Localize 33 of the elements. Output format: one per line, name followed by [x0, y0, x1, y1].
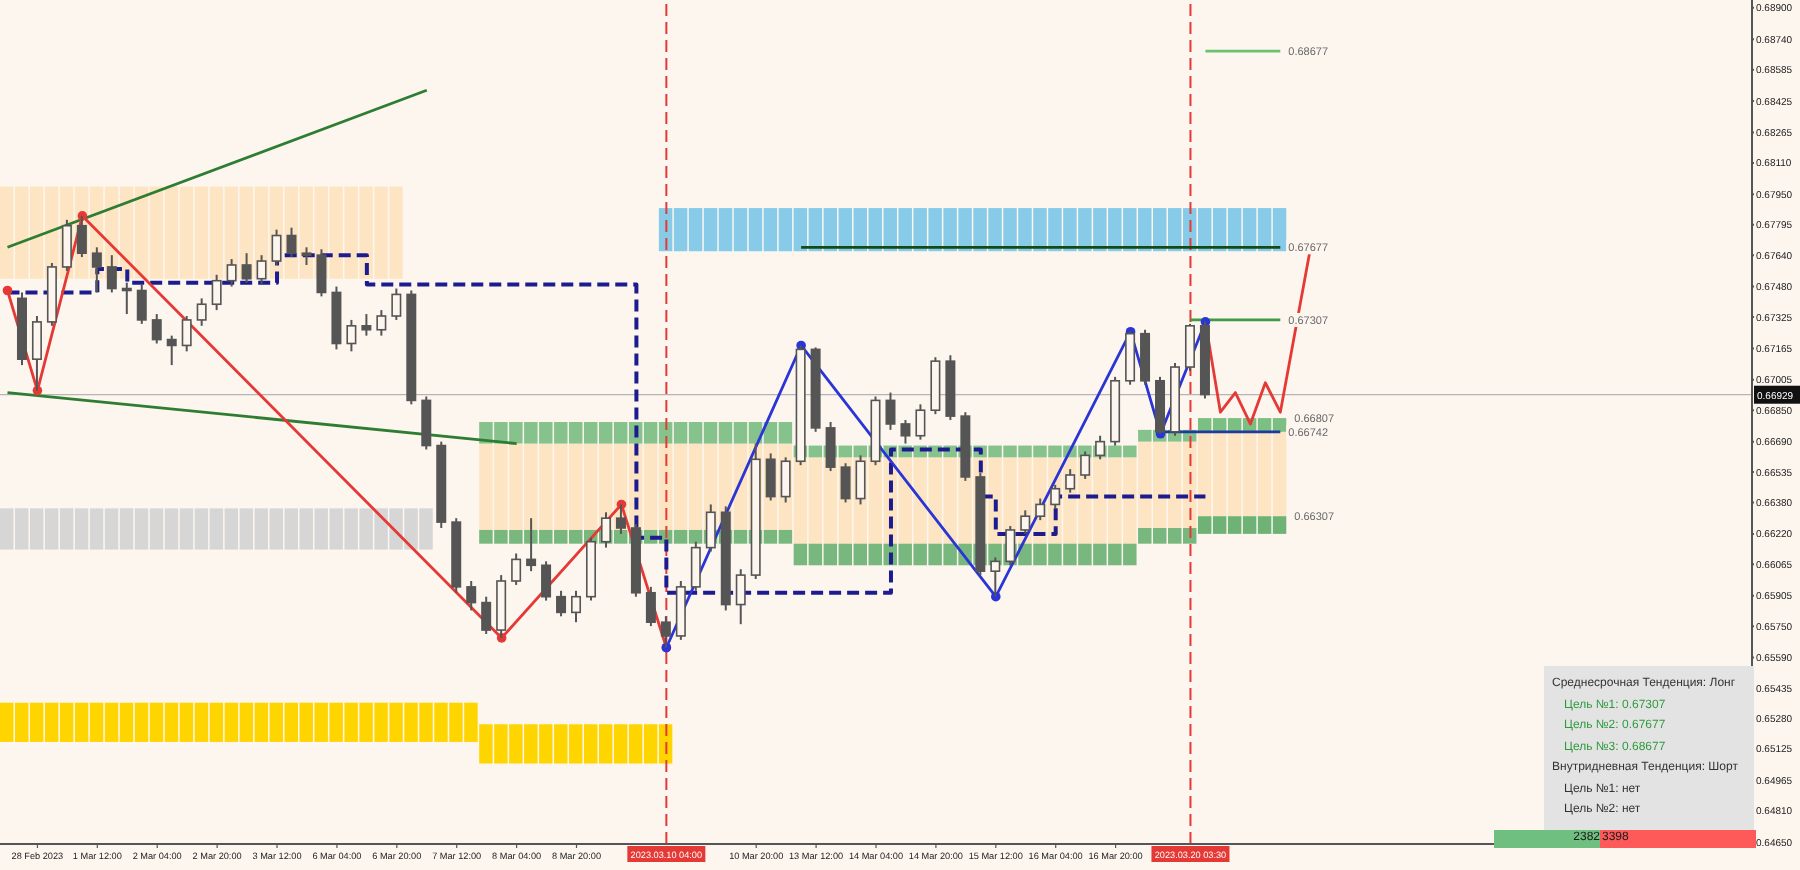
candlestick	[735, 568, 746, 626]
candlestick	[226, 258, 237, 288]
candlestick	[181, 315, 192, 353]
candlestick	[915, 403, 926, 441]
candlestick	[196, 297, 207, 327]
candlestick	[346, 318, 357, 353]
candlestick	[391, 287, 402, 321]
candlestick	[571, 589, 582, 624]
candlestick	[1140, 328, 1151, 386]
candlestick	[1035, 497, 1046, 522]
candlestick	[1184, 322, 1195, 372]
candlestick	[121, 281, 132, 316]
candlestick	[900, 419, 911, 445]
candlestick	[466, 579, 477, 612]
candlestick	[1020, 509, 1031, 535]
candlestick	[376, 309, 387, 337]
candlestick	[1050, 483, 1061, 510]
candlestick	[556, 589, 567, 618]
candlestick	[660, 615, 671, 649]
candlestick	[136, 283, 147, 325]
candlestick	[481, 595, 492, 635]
candlestick	[1125, 330, 1136, 386]
candlestick	[541, 560, 552, 602]
candlestick	[151, 313, 162, 345]
candlestick	[885, 391, 896, 431]
candlestick	[645, 585, 656, 628]
candlestick	[421, 395, 432, 451]
point	[2, 285, 13, 296]
candlestick	[361, 313, 372, 337]
candlestick	[1065, 468, 1076, 494]
candlestick	[511, 552, 522, 586]
candlestick	[31, 315, 42, 392]
candlestick	[166, 334, 177, 367]
